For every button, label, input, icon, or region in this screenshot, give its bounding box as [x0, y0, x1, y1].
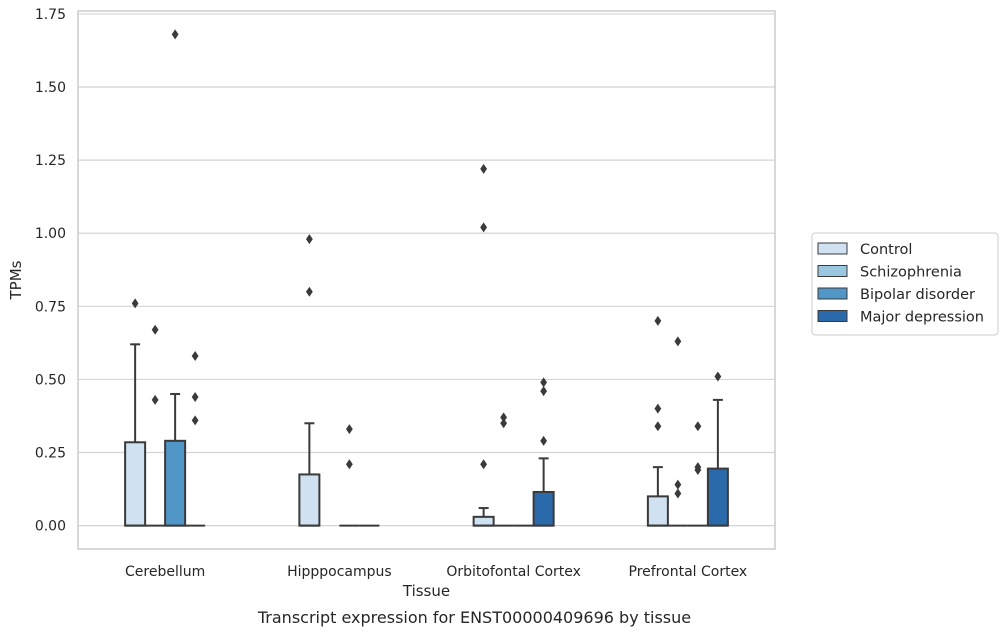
legend: Control Schizophrenia Bipolar disorder Majo… [811, 232, 999, 336]
outlier-point [694, 462, 702, 473]
outlier-point [480, 459, 488, 470]
outlier-point [131, 298, 139, 309]
outlier-point [714, 371, 722, 382]
outlier-point [540, 377, 548, 388]
outlier-point [654, 315, 662, 326]
x-tick-label: Prefrontal Cortex [629, 564, 748, 580]
outlier-point [151, 394, 159, 405]
outlier-point [500, 418, 508, 429]
grid-lines [78, 13, 775, 527]
outlier-point [480, 163, 488, 174]
legend-swatch [817, 265, 848, 277]
x-tick-label: Cerebellum [125, 564, 205, 580]
y-tick-label: 1.75 [35, 7, 66, 23]
legend-swatch [817, 310, 848, 322]
y-tick-label: 1.25 [35, 153, 66, 169]
y-tick-label: 0.50 [35, 372, 66, 388]
legend-label: Schizophrenia [860, 265, 962, 281]
box [706, 467, 729, 527]
legend-swatch [817, 242, 848, 255]
legend-label: Major depression [860, 310, 984, 326]
box [164, 439, 187, 527]
y-tick-labels: 0.00 0.25 0.50 0.75 1.00 1.25 1.50 1.75 [35, 7, 66, 535]
y-tick-label: 1.50 [35, 80, 66, 96]
outlier-point [654, 421, 662, 432]
outlier-point [480, 222, 488, 233]
plot-frame [77, 10, 776, 550]
y-tick-label: 0.75 [35, 299, 66, 315]
outlier-point [171, 29, 179, 40]
outlier-point [191, 415, 199, 426]
y-tick-label: 1.00 [35, 226, 66, 242]
box-series [124, 343, 729, 527]
outlier-point [151, 324, 159, 335]
outlier-point [191, 351, 199, 362]
outlier-point [191, 391, 199, 402]
outlier-point [345, 459, 353, 470]
outlier-point [305, 286, 313, 297]
x-tick-label: Hipppocampus [287, 564, 392, 580]
outlier-point [674, 488, 682, 499]
box [472, 515, 495, 527]
box [532, 490, 555, 527]
y-tick-label: 0.00 [35, 519, 66, 535]
box [124, 441, 147, 527]
outlier-point [540, 386, 548, 397]
y-tick-label: 0.25 [35, 446, 66, 462]
legend-label: Control [860, 242, 912, 258]
outlier-point [500, 412, 508, 423]
y-axis-label: TPMs [7, 260, 25, 300]
x-tick-labels: Cerebellum Hipppocampus Orbitofontal Corte… [125, 564, 747, 580]
box [646, 495, 669, 527]
outlier-point [694, 421, 702, 432]
legend-frame [811, 232, 999, 336]
x-axis-label: Tissue [402, 582, 450, 600]
box [298, 473, 321, 527]
outlier-point [674, 336, 682, 347]
chart-caption: Transcript expression for ENST0000040969… [257, 608, 691, 627]
legend-swatch [817, 287, 848, 300]
outlier-points [131, 29, 722, 499]
legend-label: Bipolar disorder [860, 287, 975, 303]
outlier-point [345, 424, 353, 435]
outlier-point [674, 479, 682, 490]
outlier-point [654, 403, 662, 414]
outlier-point [305, 234, 313, 245]
x-tick-label: Orbitofontal Cortex [446, 564, 581, 580]
outlier-point [540, 435, 548, 446]
